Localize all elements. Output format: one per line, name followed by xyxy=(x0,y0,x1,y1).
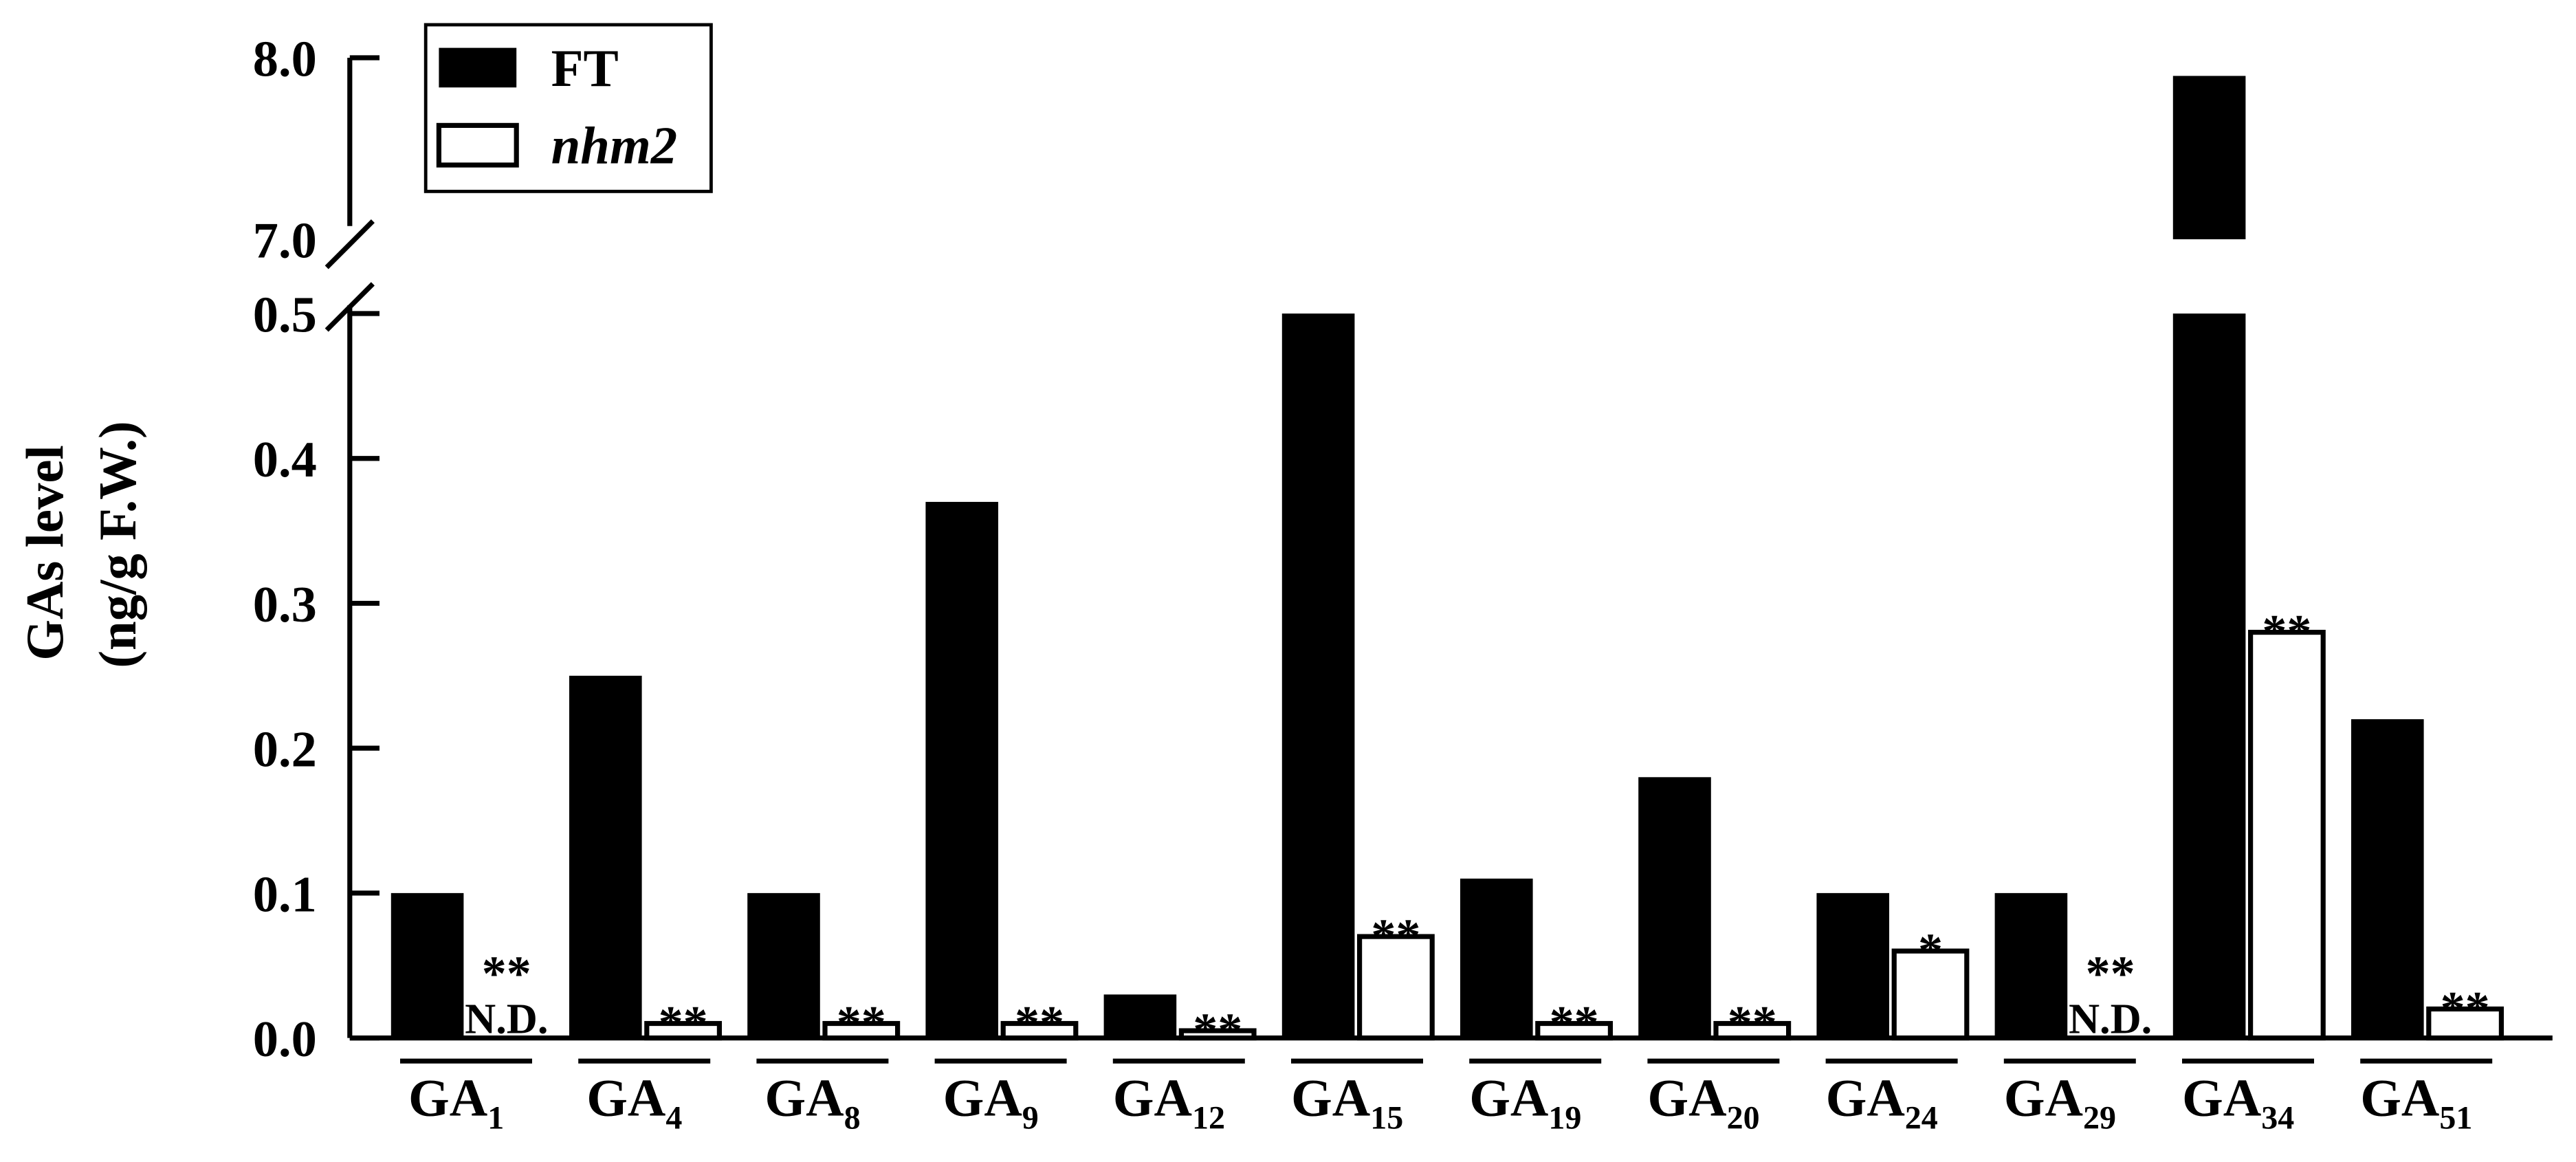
bar-FT xyxy=(2172,314,2246,1038)
bar-nhm2 xyxy=(1891,948,1970,1041)
x-tick-label: GA29 xyxy=(2004,1068,2116,1136)
bar-FT xyxy=(1460,878,1533,1038)
y-tick-label: 0.4 xyxy=(253,432,317,488)
significance-marker: ** xyxy=(482,946,531,1001)
x-tick-label: GA34 xyxy=(2182,1068,2294,1136)
x-tick-label: GA4 xyxy=(586,1068,682,1136)
significance-marker: ** xyxy=(1193,1003,1242,1058)
legend-swatch-nhm2 xyxy=(436,122,519,168)
bar-nhm2 xyxy=(1713,1020,1792,1041)
y-tick-label: 0.3 xyxy=(253,577,317,633)
bar-FT xyxy=(925,501,998,1038)
chart-bars xyxy=(390,76,2505,1041)
y-tick-label: 0.0 xyxy=(253,1011,317,1068)
bar-nhm2 xyxy=(1535,1020,1614,1041)
x-tick-label: GA15 xyxy=(1291,1068,1403,1136)
y-tick-label: 0.1 xyxy=(253,866,317,923)
legend-swatch-FT xyxy=(439,47,517,88)
significance-marker: ** xyxy=(1728,996,1777,1051)
y-axis-label: GAs level xyxy=(16,445,74,661)
y-tick-label: 8.0 xyxy=(253,31,317,87)
not-detected-label: N.D. xyxy=(465,995,548,1042)
bar-FT xyxy=(1103,994,1177,1038)
legend-label: nhm2 xyxy=(551,117,678,175)
bar-nhm2 xyxy=(1356,934,1435,1041)
significance-marker: ** xyxy=(2086,946,2135,1001)
x-tick-label: GA20 xyxy=(1647,1068,1759,1136)
bar-nhm2 xyxy=(644,1020,722,1041)
significance-marker: ** xyxy=(1371,909,1420,964)
significance-marker: ** xyxy=(837,996,886,1051)
chart-labels: 0.0 0.1 0.2 0.3 0.4 0.5 7.0 8.0 GAs level (ng/g F… xyxy=(16,31,2489,1136)
y-tick-label: 0.5 xyxy=(253,287,317,343)
x-tick-label: GA8 xyxy=(764,1068,860,1136)
significance-marker: ** xyxy=(2441,981,2490,1036)
significance-marker: * xyxy=(1918,923,1943,978)
bar-FT xyxy=(569,675,642,1038)
bar-nhm2 xyxy=(2248,629,2326,1041)
significance-marker: ** xyxy=(2262,605,2311,660)
significance-marker: ** xyxy=(1015,996,1064,1051)
bar-FT xyxy=(1994,892,2068,1038)
legend-label: FT xyxy=(551,39,619,98)
significance-marker: ** xyxy=(659,996,708,1051)
bar-FT xyxy=(1281,314,1355,1038)
y-tick-label: 0.2 xyxy=(253,722,317,778)
bar-FT xyxy=(1638,777,1711,1038)
x-tick-label: GA51 xyxy=(2360,1068,2472,1136)
y-tick-label: 7.0 xyxy=(253,212,317,269)
bar-FT xyxy=(2351,719,2424,1038)
y-axis-unit-label: (ng/g F.W.) xyxy=(89,421,147,668)
significance-marker: ** xyxy=(1550,996,1599,1051)
bar-FT xyxy=(390,892,464,1038)
not-detected-label: N.D. xyxy=(2069,995,2152,1042)
axis-break-mark xyxy=(324,219,375,270)
bar-nhm2 xyxy=(1178,1028,1257,1041)
bar-FT xyxy=(1816,892,1889,1038)
bar-nhm2 xyxy=(822,1020,901,1041)
legend: FT nhm2 xyxy=(423,23,713,193)
x-tick-label: GA24 xyxy=(1826,1068,1938,1136)
x-tick-label: GA1 xyxy=(408,1068,504,1136)
bar-nhm2 xyxy=(1000,1020,1079,1041)
x-tick-label: GA19 xyxy=(1469,1068,1581,1136)
bar-FT-upper xyxy=(2172,76,2246,240)
axis-break-mark xyxy=(324,282,375,332)
bar-FT xyxy=(747,892,820,1038)
x-tick-label: GA9 xyxy=(943,1068,1039,1136)
x-tick-label: GA12 xyxy=(1113,1068,1225,1136)
bar-nhm2 xyxy=(2426,1006,2505,1041)
